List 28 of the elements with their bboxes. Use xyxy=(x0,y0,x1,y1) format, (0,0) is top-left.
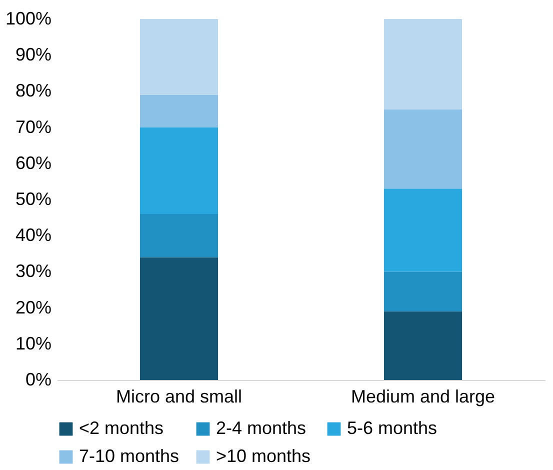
bar xyxy=(384,19,462,110)
bar xyxy=(384,311,462,380)
bar xyxy=(384,272,462,312)
y-tick-label: 70% xyxy=(15,116,52,137)
bar xyxy=(140,94,218,128)
x-tick-label: Medium and large xyxy=(350,386,496,406)
legend-label: 7-10 months xyxy=(79,446,180,466)
y-tick-label: 10% xyxy=(15,333,52,354)
bar xyxy=(140,214,218,258)
x-tick-label: Micro and small xyxy=(116,386,242,406)
y-tick-label: 40% xyxy=(15,225,52,246)
bar xyxy=(140,257,218,380)
bar xyxy=(140,19,218,95)
y-tick-label: 0% xyxy=(25,370,52,390)
bar xyxy=(384,188,462,272)
y-tick-label: 80% xyxy=(15,80,52,101)
bar xyxy=(140,127,218,214)
y-tick-label: 60% xyxy=(15,152,52,173)
y-tick-label: 20% xyxy=(15,297,52,318)
bar xyxy=(384,109,462,189)
y-tick-label: 50% xyxy=(15,189,52,209)
legend-label: <2 months xyxy=(79,418,164,438)
legend-label: 2-4 months xyxy=(216,418,306,438)
y-tick-label: 100% xyxy=(5,8,52,28)
legend-label: >10 months xyxy=(216,446,311,466)
legend-label: 5-6 months xyxy=(347,418,438,438)
y-tick-label: 90% xyxy=(15,44,52,65)
y-tick-label: 30% xyxy=(15,261,52,282)
